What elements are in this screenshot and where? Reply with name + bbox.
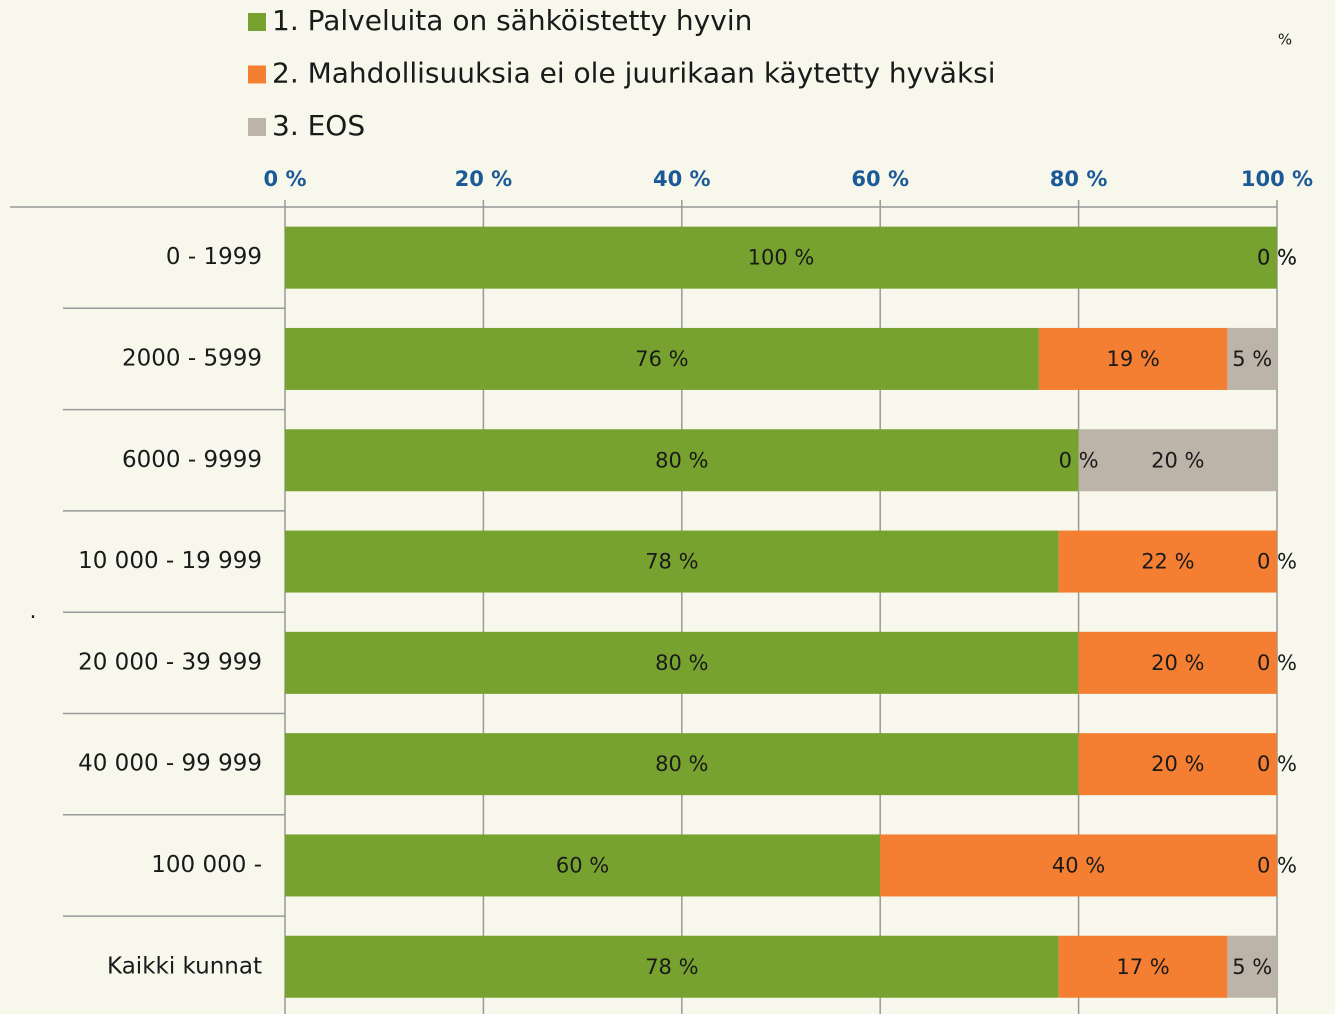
value-label: 0 % [1257, 246, 1297, 270]
x-tick-label: 60 % [851, 167, 909, 191]
value-label: 5 % [1232, 955, 1272, 979]
legend-swatch [248, 65, 266, 84]
bar-segment [285, 226, 1277, 289]
value-label: 80 % [655, 448, 708, 472]
legend-swatch [248, 118, 266, 136]
legend-swatch [248, 13, 266, 31]
bar-segment [285, 429, 1079, 492]
value-label: 17 % [1116, 955, 1169, 979]
bar-segment [1078, 429, 1277, 492]
y-tick-label: Kaikki kunnat [107, 953, 262, 979]
legend-label: 1. Palveluita on sähköistetty hyvin [272, 4, 752, 37]
y-tick-label: 6000 - 9999 [122, 447, 262, 473]
value-label: 20 % [1151, 448, 1204, 472]
x-tick-label: 20 % [455, 167, 513, 191]
bar-segment [285, 733, 1079, 796]
value-label: 19 % [1106, 347, 1159, 371]
annotation: . [30, 599, 37, 624]
legend-label: 3. EOS [272, 109, 365, 142]
bar-segment [285, 834, 881, 897]
x-tick-label: 0 % [264, 167, 307, 191]
x-tick-label: 80 % [1050, 167, 1108, 191]
value-label: 20 % [1151, 752, 1204, 776]
bar-segment [1038, 327, 1228, 390]
bar-segment [285, 935, 1059, 998]
bar-segment [285, 530, 1059, 593]
value-label: 78 % [645, 550, 698, 574]
value-label: 0 % [1257, 550, 1297, 574]
bar-segment [1058, 530, 1277, 593]
bar-segment [1227, 327, 1277, 390]
value-label: 60 % [556, 853, 609, 877]
value-label: 22 % [1141, 550, 1194, 574]
value-label: 100 % [748, 246, 815, 270]
value-label: 5 % [1232, 347, 1272, 371]
y-tick-label: 2000 - 5999 [122, 345, 262, 371]
bar-segment [1078, 733, 1277, 796]
value-label: 78 % [645, 955, 698, 979]
value-label: 40 % [1052, 853, 1105, 877]
x-tick-label: 100 % [1241, 167, 1313, 191]
x-tick-label: 40 % [653, 167, 711, 191]
value-label: 0 % [1257, 853, 1297, 877]
annotation: % [1278, 31, 1292, 49]
y-tick-label: 100 000 - [151, 852, 262, 878]
y-tick-label: 20 000 - 39 999 [78, 649, 262, 675]
bar-segment [285, 631, 1079, 694]
value-label: 76 % [635, 347, 688, 371]
value-label: 0 % [1257, 651, 1297, 675]
value-label: 0 % [1059, 448, 1099, 472]
value-label: 0 % [1257, 752, 1297, 776]
value-label: 80 % [655, 651, 708, 675]
value-label: 80 % [655, 752, 708, 776]
y-tick-label: 0 - 1999 [166, 244, 262, 270]
bar-segment [1078, 631, 1277, 694]
y-tick-label: 40 000 - 99 999 [78, 751, 262, 777]
bar-segment [1058, 935, 1228, 998]
legend-label: 2. Mahdollisuuksia ei ole juurikaan käyt… [272, 57, 996, 90]
value-label: 20 % [1151, 651, 1204, 675]
bar-segment [1227, 935, 1277, 998]
bar-segment [285, 327, 1039, 390]
bar-segment [880, 834, 1277, 897]
value-label: 0 % [1257, 246, 1297, 270]
y-tick-label: 10 000 - 19 999 [78, 548, 262, 574]
